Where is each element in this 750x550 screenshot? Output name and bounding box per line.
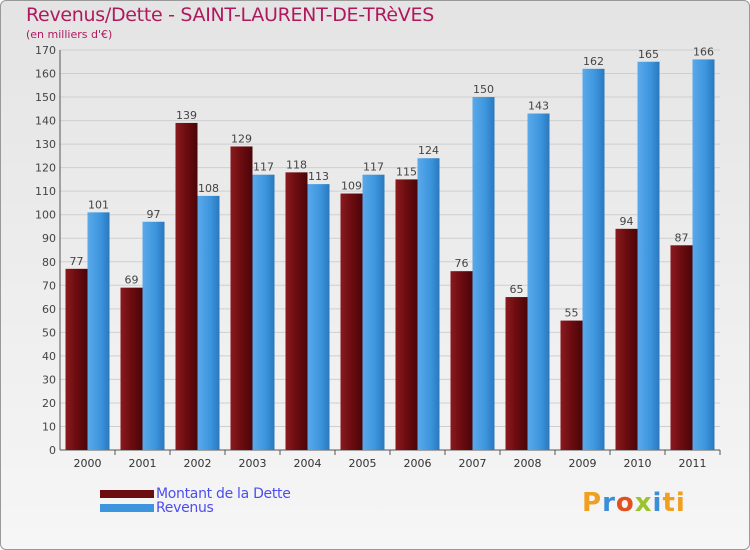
data-label-dette: 76 <box>455 257 469 270</box>
data-label-revenus: 101 <box>88 198 109 211</box>
x-tick-label: 2001 <box>129 457 157 470</box>
legend-label-dette: Montant de la Dette <box>156 486 291 502</box>
x-tick-label: 2010 <box>624 457 652 470</box>
bar-dette <box>340 193 363 450</box>
bar-revenus <box>637 61 660 450</box>
data-label-dette: 65 <box>510 283 524 296</box>
y-tick-label: 60 <box>42 303 56 316</box>
bar-dette <box>395 179 418 451</box>
data-label-dette: 118 <box>286 158 307 171</box>
logo-letter: i <box>652 488 663 518</box>
data-label-revenus: 166 <box>693 45 714 58</box>
data-label-dette: 109 <box>341 180 362 193</box>
y-tick-label: 110 <box>35 185 56 198</box>
logo-letter: P <box>582 488 603 518</box>
x-tick-label: 2007 <box>459 457 487 470</box>
data-label-revenus: 143 <box>528 100 549 113</box>
data-label-revenus: 113 <box>308 170 329 183</box>
data-label-revenus: 162 <box>583 55 604 68</box>
y-tick-label: 10 <box>42 420 56 433</box>
data-label-revenus: 117 <box>363 161 384 174</box>
data-label-dette: 87 <box>675 231 689 244</box>
logo-letter: ti <box>662 488 686 518</box>
bar-revenus <box>417 158 440 450</box>
data-label-revenus: 108 <box>198 182 219 195</box>
bar-dette <box>230 146 253 450</box>
y-tick-label: 80 <box>42 256 56 269</box>
data-label-dette: 69 <box>125 274 139 287</box>
bar-revenus <box>472 97 495 450</box>
x-tick-label: 2002 <box>184 457 212 470</box>
logo-letter: x <box>634 488 653 518</box>
bar-revenus <box>252 174 275 451</box>
y-tick-label: 70 <box>42 279 56 292</box>
bar-dette <box>615 228 638 450</box>
chart-subtitle: (en milliers d'€) <box>26 28 113 41</box>
y-tick-label: 0 <box>49 444 56 457</box>
x-tick-label: 2004 <box>294 457 322 470</box>
y-tick-label: 130 <box>35 138 56 151</box>
data-label-dette: 115 <box>396 165 417 178</box>
y-tick-label: 30 <box>42 373 56 386</box>
legend-item-dette: Montant de la Dette <box>100 486 291 502</box>
y-tick-label: 50 <box>42 326 56 339</box>
y-tick-label: 140 <box>35 115 56 128</box>
bar-dette <box>450 271 473 450</box>
bar-dette <box>120 287 143 450</box>
proxiti-logo: Proxiti <box>582 488 686 518</box>
logo-letter: o <box>615 488 635 518</box>
bar-revenus <box>307 184 330 450</box>
logo-letter: r <box>602 488 616 518</box>
legend-swatch-revenus <box>100 504 154 512</box>
bar-revenus <box>692 59 715 450</box>
y-tick-label: 100 <box>35 209 56 222</box>
bar-revenus <box>582 68 605 450</box>
y-tick-label: 120 <box>35 162 56 175</box>
y-tick-label: 160 <box>35 68 56 81</box>
data-label-revenus: 117 <box>253 161 274 174</box>
x-tick-label: 2009 <box>569 457 597 470</box>
bar-dette <box>560 320 583 450</box>
bar-dette <box>175 122 198 451</box>
data-label-dette: 139 <box>176 109 197 122</box>
y-tick-label: 170 <box>35 44 56 57</box>
x-tick-label: 2006 <box>404 457 432 470</box>
data-label-dette: 94 <box>620 215 634 228</box>
legend-swatch-dette <box>100 490 154 498</box>
bar-dette <box>505 297 528 450</box>
y-tick-label: 20 <box>42 397 56 410</box>
bar-revenus <box>362 174 385 451</box>
x-tick-label: 2005 <box>349 457 377 470</box>
x-tick-label: 2000 <box>74 457 102 470</box>
bar-dette <box>65 268 88 450</box>
legend-label-revenus: Revenus <box>156 500 214 516</box>
bar-revenus <box>527 113 550 450</box>
legend-item-revenus: Revenus <box>100 500 291 516</box>
y-tick-label: 90 <box>42 232 56 245</box>
data-label-revenus: 124 <box>418 144 439 157</box>
x-tick-label: 2011 <box>679 457 707 470</box>
x-tick-label: 2008 <box>514 457 542 470</box>
y-tick-label: 40 <box>42 350 56 363</box>
chart-title: Revenus/Dette - SAINT-LAURENT-DE-TRèVES <box>26 4 434 26</box>
data-label-dette: 77 <box>70 255 84 268</box>
bar-dette <box>285 172 308 450</box>
x-tick-label: 2003 <box>239 457 267 470</box>
data-label-dette: 129 <box>231 132 252 145</box>
y-tick-label: 150 <box>35 91 56 104</box>
bar-revenus <box>142 221 165 450</box>
bar-revenus <box>87 212 110 450</box>
bar-revenus <box>197 195 220 450</box>
data-label-revenus: 165 <box>638 48 659 61</box>
legend: Montant de la Dette Revenus <box>100 486 291 516</box>
bar-dette <box>670 245 693 450</box>
data-label-revenus: 97 <box>147 208 161 221</box>
data-label-revenus: 150 <box>473 83 494 96</box>
data-label-dette: 55 <box>565 307 579 320</box>
